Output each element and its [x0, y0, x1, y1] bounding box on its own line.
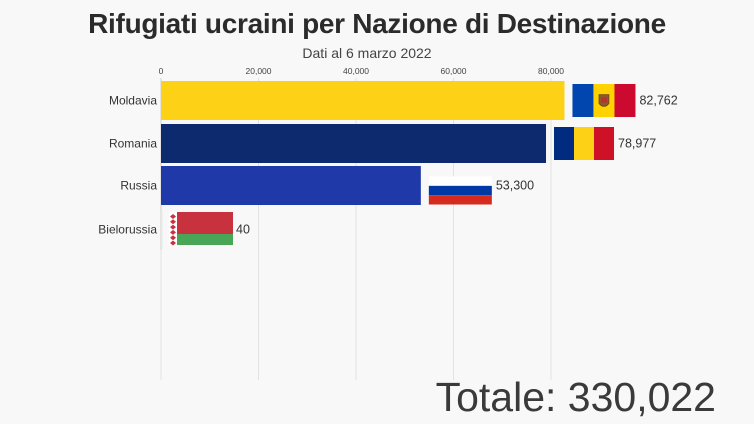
- category-label: Bielorussia: [98, 223, 157, 237]
- value-label: 53,300: [496, 179, 534, 193]
- value-label: 78,977: [618, 137, 656, 151]
- x-tick-label: 20,000: [246, 66, 272, 76]
- flag-ornament: [170, 229, 176, 235]
- flag-stripe: [428, 195, 492, 205]
- flag-stripe: [594, 127, 615, 160]
- flag-ornament: [170, 214, 176, 219]
- chart-subtitle: Dati al 6 marzo 2022: [302, 45, 432, 61]
- russia-flag-icon: [428, 176, 492, 205]
- flag-stripe: [428, 185, 492, 196]
- value-label: 82,762: [639, 94, 677, 108]
- romania-flag-icon: [554, 127, 615, 160]
- x-tick-label: 40,000: [343, 66, 369, 76]
- flag-stripe: [177, 212, 233, 234]
- flag-stripe: [574, 127, 595, 160]
- x-tick-label: 0: [159, 66, 164, 76]
- flag-stripe: [428, 176, 492, 186]
- flag-stripe: [572, 84, 594, 117]
- moldova-flag-icon: [572, 84, 636, 117]
- coat-of-arms-shield: [600, 97, 607, 103]
- chart-title: Rifugiati ucraini per Nazione di Destina…: [88, 8, 666, 39]
- flag-ornament: [170, 219, 176, 225]
- bar: [161, 124, 547, 163]
- category-label: Russia: [120, 179, 157, 193]
- category-label: Romania: [109, 137, 157, 151]
- bar: [161, 210, 163, 249]
- x-tick-label: 60,000: [441, 66, 467, 76]
- flag-stripe: [177, 234, 233, 245]
- flag-ornament: [170, 240, 176, 246]
- value-label: 40: [236, 223, 250, 237]
- flag-ornament: [170, 224, 176, 230]
- flag-stripe: [614, 84, 636, 117]
- flag-ornament: [170, 235, 176, 241]
- x-tick-label: 80,000: [538, 66, 564, 76]
- total-label: Totale: 330,022: [435, 374, 716, 420]
- bar: [161, 81, 565, 120]
- flag-stripe: [554, 127, 575, 160]
- belarus-flag-icon: [169, 212, 233, 246]
- bar: [161, 166, 421, 205]
- category-label: Moldavia: [109, 94, 157, 108]
